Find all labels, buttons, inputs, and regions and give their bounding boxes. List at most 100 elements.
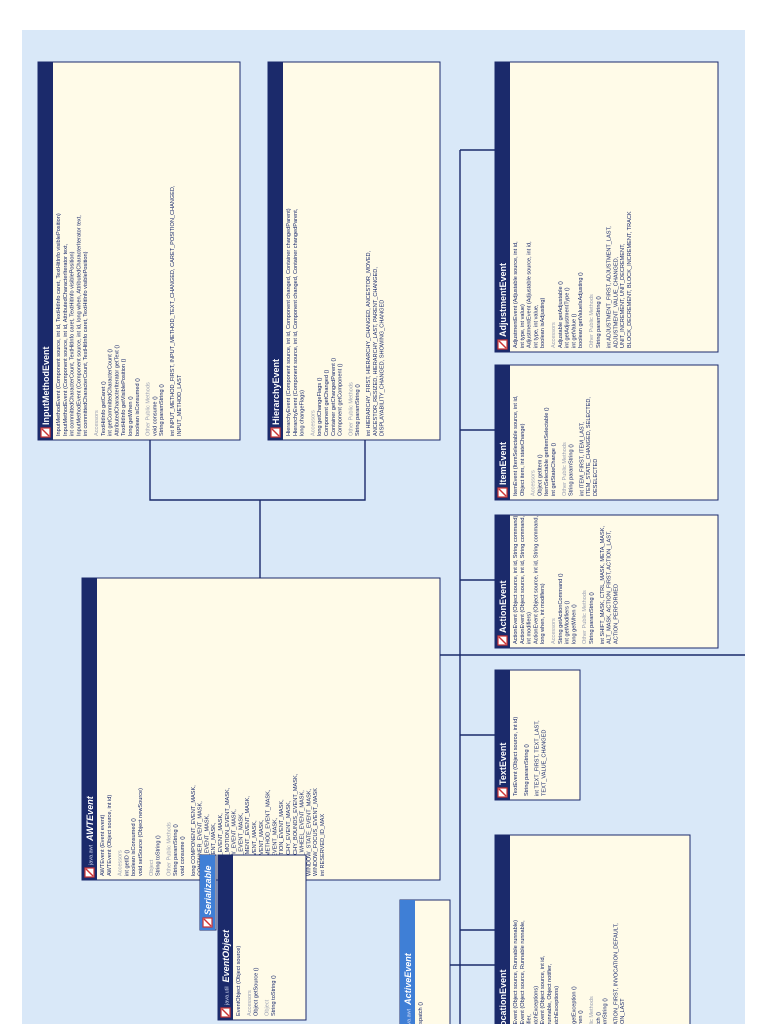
member-line: CONTAINER_EVENT_MASK, — [198, 801, 204, 876]
member-line: int INVOCATION_FIRST, INVOCATION_DEFAULT… — [613, 923, 619, 1024]
member-line: int modifiers) — [527, 612, 533, 644]
section-label: Accessors — [118, 850, 124, 876]
class-box: Serializable — [199, 854, 217, 931]
class-icon-mark — [203, 918, 212, 927]
member-line: BLOCK_DECREMENT, BLOCK_INCREMENT, TRACK — [627, 211, 633, 348]
member-line: void setSource (Object newSource) — [138, 788, 144, 876]
section-label: Accessors — [531, 470, 537, 496]
class-title: ActionEvent — [498, 580, 508, 633]
member-line: ALT_MASK, ACTION_FIRST, ACTION_LAST, — [607, 530, 613, 644]
box-header — [268, 62, 283, 440]
member-line: int INPUT_METHOD_FIRST, INPUT_METHOD_TEX… — [170, 185, 176, 436]
member-line: int getValue () — [571, 313, 577, 348]
member-line: Component getChanged () — [324, 370, 330, 436]
member-line: boolean isConsumed () — [131, 818, 137, 876]
member-line: int getID () — [124, 850, 130, 876]
class-box: HierarchyEvent HierarchyEvent (Component … — [267, 61, 441, 441]
member-line: int ADJUSTMENT_FIRST, ADJUSTMENT_LAST, — [607, 226, 613, 348]
package-name: java.awt — [89, 844, 95, 866]
member-line: String paramString () — [603, 998, 609, 1024]
section-label: Other Public Methods — [166, 822, 172, 876]
member-line: long getChangeFlags () — [317, 377, 323, 436]
class-title: EventObject — [221, 929, 231, 983]
member-line: int getStateChange () — [551, 443, 557, 496]
class-title: InvocationEvent — [498, 969, 508, 1024]
rotated-content: InputMethodEvent InputMethodEvent (Compon… — [37, 61, 719, 1024]
connectors — [149, 149, 745, 1024]
class-box: java.awt AWTEvent AWTEvent (Event event) AW… — [81, 577, 441, 881]
class-box: InvocationEvent InvocationEvent (Object s… — [494, 834, 691, 1024]
member-line: boolean catchExceptions) — [554, 986, 560, 1024]
member-line: PAINT_EVENT_MASK, — [272, 817, 278, 876]
member-line: int HIERARCHY_FIRST, HIERARCHY_CHANGED, … — [366, 250, 372, 436]
member-line: String getActionCommand () — [558, 573, 564, 644]
section-label: Accessors — [551, 322, 557, 348]
member-line: void dispatch () — [596, 1012, 602, 1024]
connector — [460, 149, 495, 931]
member-line: int TEXT_FIRST, TEXT_LAST, — [535, 720, 541, 796]
member-line: FOCUS_EVENT_MASK, — [204, 814, 210, 876]
class-title: Serializable — [203, 865, 213, 915]
member-line: ActionEvent (Object source, int id, Stri… — [513, 515, 519, 644]
member-line: int getAdjustmentType () — [565, 287, 571, 348]
section-label: Object — [149, 859, 155, 876]
member-line: int SHIFT_MASK, CTRL_MASK, META_MASK, — [600, 526, 606, 644]
member-line: InputMethodEvent (Component source, int … — [76, 215, 82, 436]
member-line: HIERARCHY_BOUNDS_EVENT_MASK, — [293, 773, 299, 876]
member-line: InputMethodEvent (Component source, int … — [63, 243, 69, 436]
class-icon-mark — [498, 488, 507, 497]
box-header — [495, 835, 510, 1024]
class-icon-mark — [498, 788, 507, 797]
member-line: Object notifier, — [527, 1014, 533, 1024]
member-line: TEXT_EVENT_MASK, — [259, 819, 265, 876]
box-header — [495, 62, 510, 352]
section-label: Accessors — [247, 990, 253, 1016]
member-line: void consume () — [152, 396, 158, 436]
member-line: INPUT_METHOD_LAST — [177, 374, 183, 436]
member-line: Container getChangedParent () — [331, 358, 337, 436]
class-box: AdjustmentEvent AdjustmentEvent (Adjustab… — [494, 61, 719, 353]
class-icon-mark — [498, 636, 507, 645]
member-line: String paramString () — [173, 824, 179, 876]
section-label: Other Public Methods — [589, 294, 595, 348]
member-line: Exception getException () — [571, 986, 577, 1024]
member-line: boolean catchExceptions) — [533, 986, 539, 1024]
member-line: ITEM_EVENT_MASK, — [252, 820, 258, 876]
member-line: String paramString () — [524, 744, 530, 796]
member-line: KEY_EVENT_MASK, — [211, 822, 217, 876]
box-header — [200, 855, 215, 930]
section-label: Accessors — [310, 410, 316, 436]
class-title: TextEvent — [498, 743, 508, 785]
package-name: java.awt — [407, 1008, 413, 1024]
member-line: InvocationEvent (Object source, Runnable… — [513, 920, 519, 1024]
class-icon-mark — [41, 428, 50, 437]
member-line: INVOCATION_LAST — [620, 998, 626, 1024]
member-line: DISPLAYABILITY_CHANGED, SHOWING_CHANGED — [380, 300, 386, 436]
member-line: boolean getValueIsAdjusting () — [578, 272, 584, 348]
member-line: String toString () — [271, 975, 277, 1016]
member-line: MOUSE_MOTION_EVENT_MASK, — [225, 787, 231, 876]
member-line: long getWhen () — [571, 604, 577, 644]
member-line: String paramString () — [159, 384, 165, 436]
member-line: AdjustmentEvent (Adjustable source, int … — [527, 241, 533, 348]
class-title: ActiveEvent — [403, 952, 413, 1006]
member-line: int getModifiers () — [565, 601, 571, 644]
class-icon-mark — [271, 428, 280, 437]
member-line: INPUT_METHOD_EVENT_MASK, — [266, 789, 272, 876]
member-line: boolean isAdjusting) — [540, 297, 546, 348]
section-label: Other Public Methods — [146, 382, 152, 436]
member-line: Object getItem () — [537, 454, 543, 496]
member-line: WINDOW_EVENT_MASK, — [232, 809, 238, 876]
member-line: boolean isConsumed () — [135, 378, 141, 436]
section-label: Accessors — [94, 410, 100, 436]
member-line: ACTION_PERFORMED — [613, 584, 619, 644]
member-line: void consume () — [180, 836, 186, 876]
class-box: java.util EventObject EventObject (Object … — [217, 854, 307, 1021]
member-line: DESELECTED — [593, 459, 599, 496]
member-line: String paramString () — [589, 592, 595, 644]
member-line: InputMethodEvent (Component source, int … — [56, 213, 62, 436]
section-label: Other Public Methods — [348, 382, 354, 436]
member-line: int getCommittedCharacterCount () — [108, 349, 114, 436]
